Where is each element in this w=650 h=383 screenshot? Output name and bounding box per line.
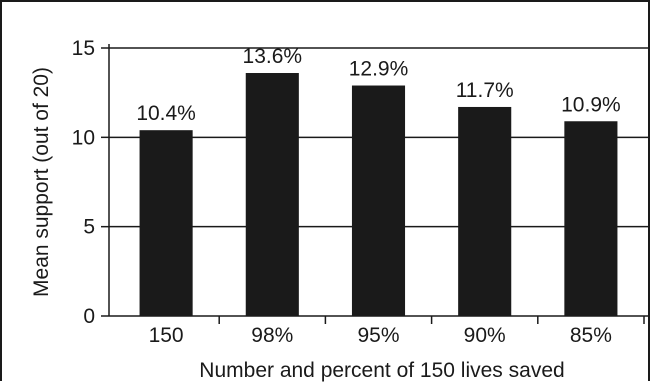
y-axis-title: Mean support (out of 20) xyxy=(30,67,53,297)
x-tick-label: 150 xyxy=(149,324,184,347)
bar-95% xyxy=(351,85,406,317)
x-tick-label: 98% xyxy=(251,324,293,347)
x-axis-title: Number and percent of 150 lives saved xyxy=(199,359,564,382)
bar-98% xyxy=(245,73,299,316)
x-tick-label: 90% xyxy=(464,324,506,347)
bars xyxy=(139,73,618,317)
bar-85% xyxy=(564,121,618,317)
axes xyxy=(101,44,650,324)
bar-data-label: 12.9% xyxy=(349,58,409,81)
y-tick-label: 15 xyxy=(72,37,95,60)
bar-data-label: 13.6% xyxy=(243,45,303,68)
labels: 0 5 10 15 10.4% 150 13.6% 98% 12.9% 95% 11.7% 90% 10… xyxy=(72,37,621,347)
x-tick-label: 95% xyxy=(357,324,399,347)
x-tick-label: 85% xyxy=(570,324,612,347)
bar-data-label: 11.7% xyxy=(456,79,514,102)
y-tick-label: 5 xyxy=(83,216,95,239)
y-tick-label: 0 xyxy=(83,305,95,328)
bar-data-label: 10.9% xyxy=(561,93,621,116)
y-tick-label: 10 xyxy=(72,126,95,149)
bar-90% xyxy=(458,106,512,317)
bar-data-label: 10.4% xyxy=(136,102,196,125)
bar-150 xyxy=(139,130,193,316)
